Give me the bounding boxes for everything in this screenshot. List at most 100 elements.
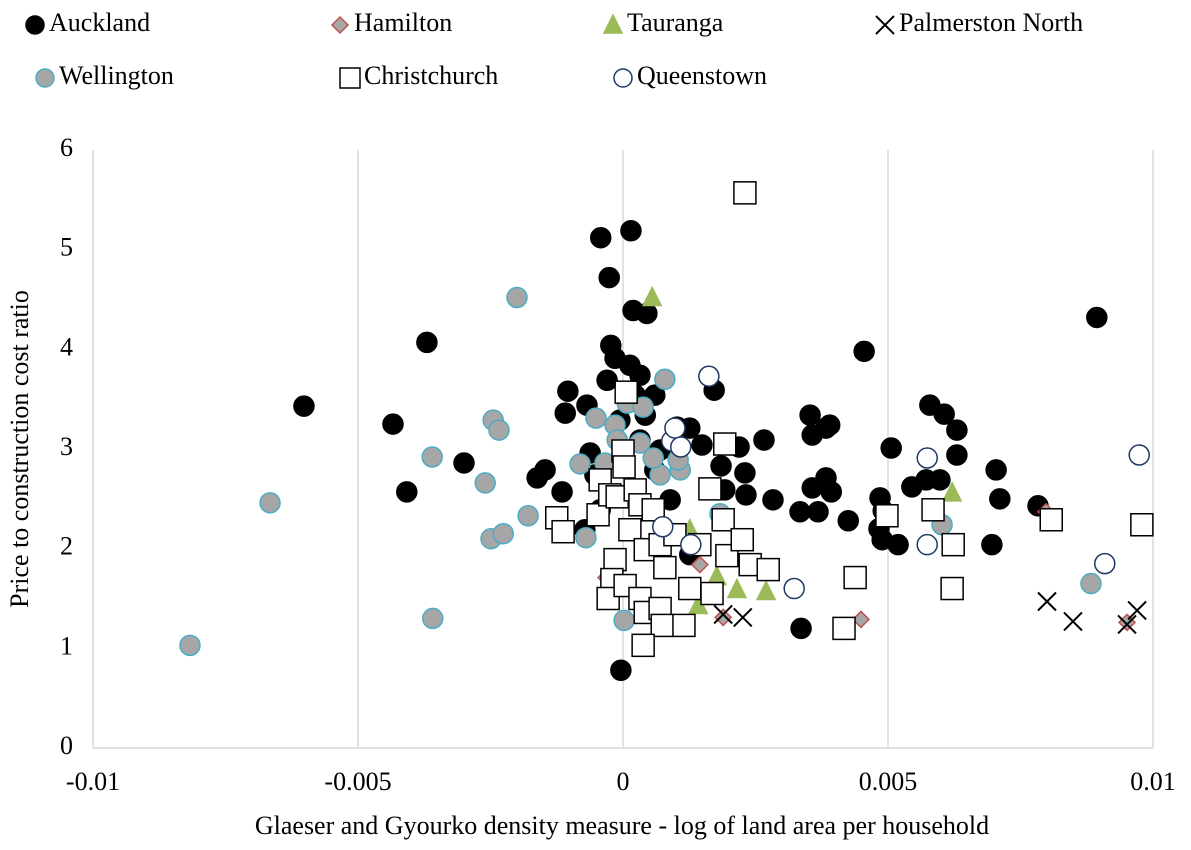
point (652, 515, 674, 538)
point (631, 633, 655, 658)
point (933, 403, 955, 425)
point (575, 526, 597, 549)
legend-label: Christchurch (364, 61, 498, 90)
x-tick-label: 0.01 (1130, 767, 1176, 796)
x-axis-label: Glaeser and Gyourko density measure - lo… (255, 811, 989, 840)
point (293, 395, 315, 417)
point (734, 462, 756, 484)
point (421, 446, 443, 468)
point (1117, 614, 1137, 635)
point (713, 432, 737, 456)
point (598, 266, 620, 289)
point (1130, 512, 1154, 537)
point (941, 481, 963, 502)
point (733, 607, 753, 628)
point (613, 609, 635, 632)
legend-marker (339, 67, 361, 89)
point (700, 581, 724, 606)
y-tick-label: 3 (60, 432, 73, 461)
point (650, 613, 674, 638)
point (259, 492, 281, 514)
legend-marker (613, 68, 633, 88)
point (492, 522, 514, 545)
point (818, 414, 841, 436)
point (916, 533, 938, 556)
point (698, 477, 722, 501)
point (629, 364, 651, 386)
x-tick-label: -0.005 (324, 767, 391, 796)
point (678, 576, 702, 601)
point (1086, 306, 1108, 329)
point (820, 481, 843, 503)
point (691, 434, 713, 456)
point (632, 396, 654, 418)
legend-marker (35, 68, 55, 88)
point (940, 576, 964, 601)
point (941, 532, 965, 557)
point (610, 659, 632, 682)
point (853, 340, 875, 363)
point (832, 616, 856, 641)
point (753, 429, 775, 451)
point (589, 226, 612, 249)
point (636, 302, 658, 325)
y-tick-label: 1 (60, 631, 73, 660)
point (985, 459, 1007, 481)
legend-label: Queenstown (637, 61, 767, 90)
y-tick-label: 5 (60, 233, 73, 262)
point (653, 555, 677, 580)
point (569, 453, 591, 475)
point (1094, 552, 1116, 575)
point (382, 413, 404, 435)
point (641, 285, 663, 307)
point (711, 508, 735, 532)
point (807, 501, 829, 523)
point (614, 380, 638, 404)
legend-marker (25, 15, 45, 35)
point (1080, 572, 1102, 595)
y-axis-label: Price to construction cost ratio (5, 290, 34, 608)
point (981, 533, 1003, 556)
point (551, 519, 575, 544)
point (756, 557, 780, 582)
point (730, 527, 754, 552)
legend-marker (602, 13, 624, 34)
point (698, 365, 720, 387)
point (789, 501, 811, 523)
point (916, 447, 938, 469)
point (929, 469, 951, 491)
point (1063, 611, 1083, 632)
point (755, 579, 777, 601)
point (642, 447, 664, 469)
point (179, 634, 201, 657)
point (453, 452, 475, 474)
point (618, 517, 642, 542)
point (710, 455, 732, 477)
x-tick-label: -0.01 (66, 767, 120, 796)
point (1127, 600, 1147, 621)
legend-label: Wellington (59, 61, 174, 90)
point (843, 565, 867, 590)
point (506, 286, 528, 309)
point (735, 484, 757, 506)
legend-label: Auckland (49, 8, 150, 37)
legend-label: Palmerston North (899, 8, 1083, 37)
x-tick-label: 0.005 (859, 767, 918, 796)
point (596, 369, 618, 391)
point (989, 488, 1011, 510)
point (585, 407, 607, 429)
point (946, 419, 968, 441)
point (790, 617, 812, 640)
point (1039, 508, 1063, 532)
point (612, 455, 636, 479)
y-tick-label: 6 (60, 133, 73, 162)
point (887, 533, 909, 556)
point (680, 533, 702, 556)
y-tick-label: 2 (60, 532, 73, 561)
point (654, 368, 676, 390)
point (396, 481, 418, 503)
point (714, 608, 733, 627)
point (921, 498, 945, 522)
point (664, 417, 686, 439)
